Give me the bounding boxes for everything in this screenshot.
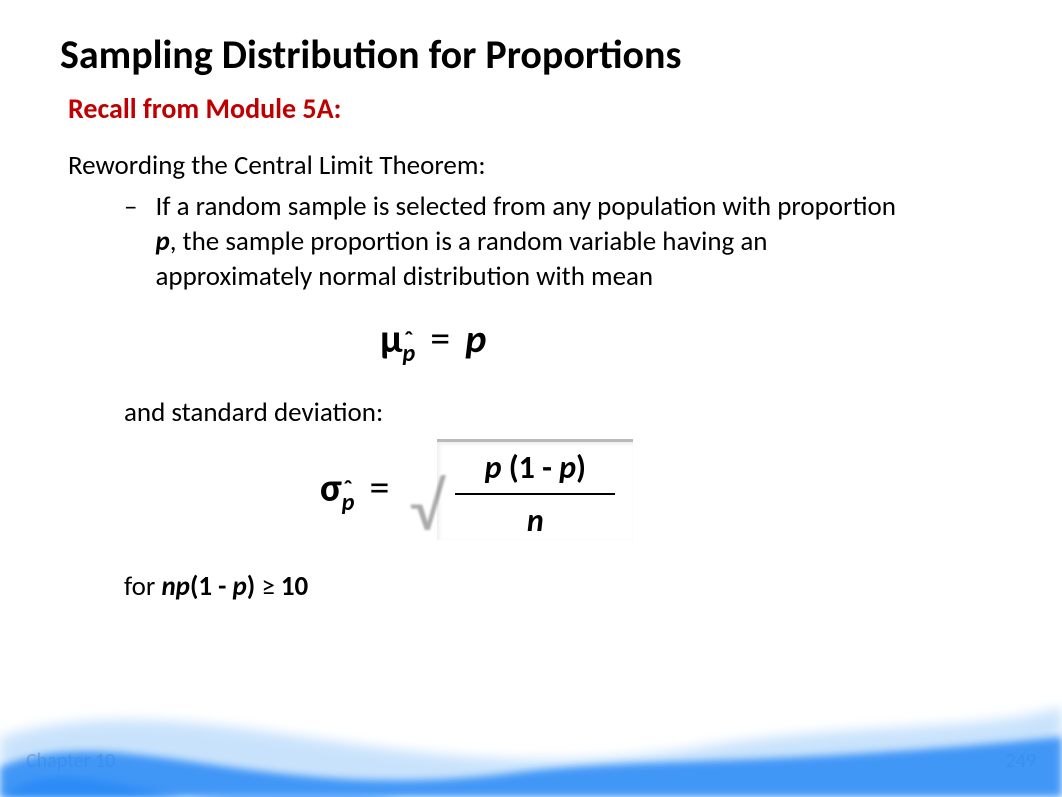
bullet-p-var: p (155, 225, 169, 258)
mean-formula: μp = p (380, 314, 1002, 368)
cond-one: 1 (198, 570, 212, 603)
sigma-part: σp = (320, 463, 395, 517)
num-p2: p (559, 448, 576, 487)
cond-geq: ≥ (255, 570, 281, 603)
slide-container: Sampling Distribution for Proportions Re… (0, 0, 1062, 797)
fraction-denominator: n (455, 495, 615, 540)
cond-ten: 10 (281, 570, 308, 603)
cond-minus: - (212, 570, 232, 603)
mu-subscript-phat: p (403, 339, 416, 368)
bullet-pre: If a random sample is selected from any … (155, 190, 895, 223)
sqrt-expression: √ p (1 - p) n (409, 439, 633, 540)
num-open: ( (501, 448, 518, 487)
mu-equals: = (421, 314, 459, 363)
cond-pre: for (124, 570, 161, 603)
num-close: ) (576, 448, 586, 487)
slide-title: Sampling Distribution for Proportions (60, 30, 1002, 79)
bullet-dash: – (124, 189, 137, 294)
decorative-wave-icon (0, 637, 1062, 797)
mu-symbol: μ (380, 314, 403, 363)
intro-line: Rewording the Central Limit Theorem: (68, 148, 1002, 183)
sigma-subscript-phat: p (342, 488, 355, 517)
cond-close: ) (247, 570, 255, 603)
sigma-symbol: σ (320, 463, 342, 512)
condition-line: for np(1 - p) ≥ 10 (124, 570, 1002, 603)
bullet-post: , the sample proportion is a random vari… (155, 225, 767, 293)
chapter-label: Chapter 10 (26, 749, 115, 773)
num-one: 1 (519, 448, 535, 487)
num-minus: - (535, 448, 559, 487)
mu-rhs: p (465, 314, 486, 363)
slide-subtitle: Recall from Module 5A: (68, 91, 1002, 126)
sqrt-content: p (1 - p) n (437, 439, 633, 540)
sd-label: and standard deviation: (124, 396, 1002, 429)
bullet-item: – If a random sample is selected from an… (124, 189, 1002, 294)
cond-p: p (233, 570, 247, 603)
page-number: 249 (1006, 749, 1036, 773)
sd-formula: σp = √ p (1 - p) n (320, 439, 1002, 540)
sigma-equals: = (370, 463, 390, 512)
cond-np: np (161, 570, 190, 603)
bullet-text: If a random sample is selected from any … (155, 189, 915, 294)
num-p1: p (485, 448, 502, 487)
fraction-numerator: p (1 - p) (455, 448, 615, 495)
